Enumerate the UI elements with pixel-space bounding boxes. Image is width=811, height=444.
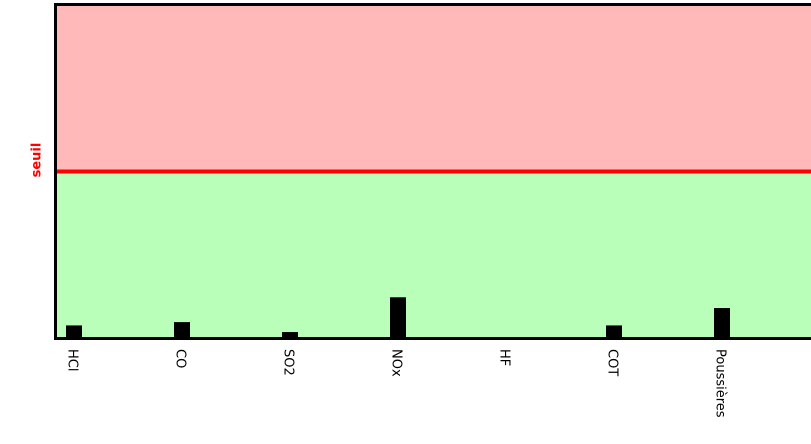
x-tick-label: HF <box>497 349 512 366</box>
x-tick-label: SO2 <box>281 349 296 376</box>
bar <box>174 322 190 337</box>
x-tick-label: COT <box>605 349 620 376</box>
x-tick-label: Poussières <box>713 349 728 418</box>
bar <box>66 325 82 337</box>
bar <box>714 308 730 337</box>
x-tick-label: HCl <box>65 349 80 371</box>
bar <box>282 332 298 337</box>
threshold-label: seuil <box>30 143 45 178</box>
bar <box>390 297 406 337</box>
below-zone <box>57 171 811 337</box>
bar <box>606 325 622 337</box>
x-tick-label: NOx <box>389 349 404 377</box>
plot-frame <box>54 3 811 340</box>
x-tick-label: CO <box>173 349 188 368</box>
above-zone <box>57 6 811 172</box>
